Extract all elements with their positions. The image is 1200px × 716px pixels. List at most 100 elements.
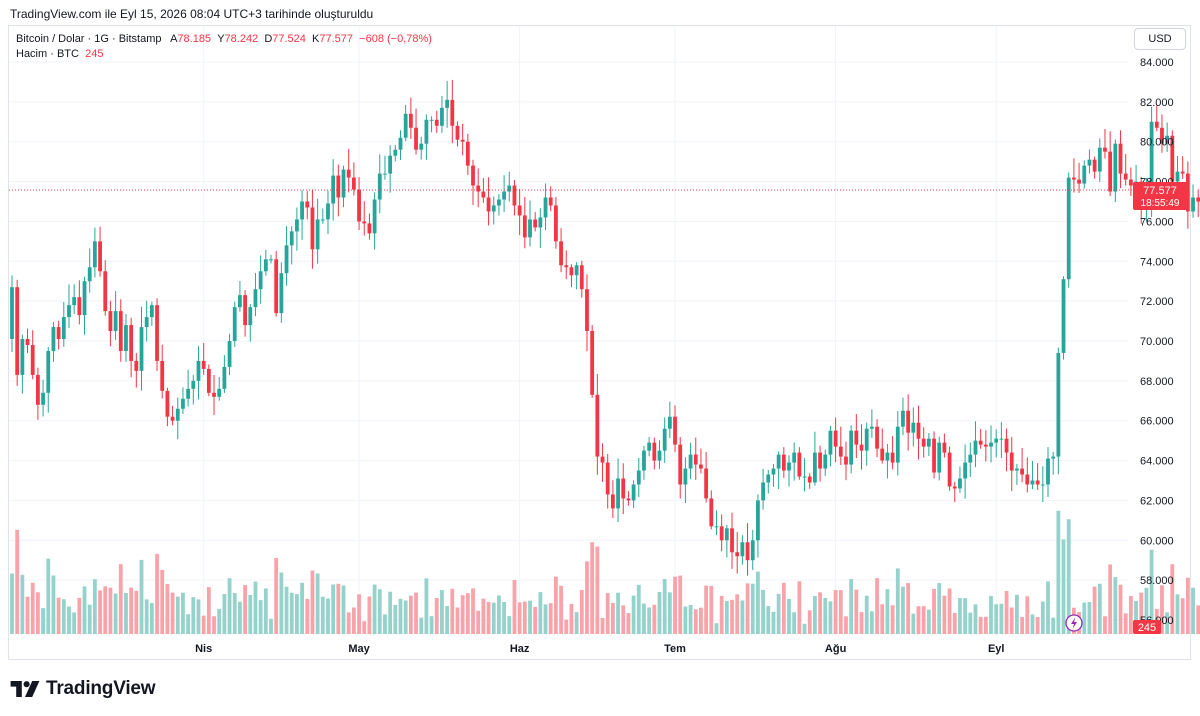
- candle-body: [642, 450, 646, 471]
- candle-body: [652, 442, 657, 461]
- candle-body: [10, 287, 14, 340]
- candle-body: [300, 201, 304, 220]
- candle-body: [139, 327, 144, 371]
- volume-bar: [98, 590, 102, 634]
- volume-bar: [160, 569, 165, 634]
- candle-body: [263, 259, 268, 272]
- volume-bar: [895, 568, 900, 634]
- candle-body: [67, 305, 71, 318]
- y-tick-label: 82.000: [1140, 97, 1174, 109]
- volume-bar: [574, 612, 579, 634]
- volume-bar: [20, 574, 25, 634]
- candle-body: [1040, 484, 1045, 486]
- candle-body: [1092, 159, 1097, 172]
- volume-bar: [942, 595, 947, 634]
- volume-bar: [103, 586, 108, 634]
- volume-bar: [554, 576, 558, 634]
- candle-body: [175, 408, 180, 421]
- candle-body: [46, 350, 51, 393]
- price-tag-countdown: 18:55:49: [1141, 198, 1180, 209]
- candle-body: [885, 452, 890, 461]
- candle-body: [932, 438, 936, 473]
- candle-body: [1191, 197, 1195, 212]
- candle-body: [108, 311, 113, 332]
- volume-bar: [652, 604, 657, 634]
- volume-bar: [978, 616, 983, 634]
- candle-body: [564, 265, 569, 268]
- candle-body: [465, 141, 470, 166]
- candle-body: [626, 498, 631, 501]
- symbol-label[interactable]: Bitcoin / Dolar · 1G · Bitstamp: [16, 33, 162, 45]
- volume-bar: [460, 595, 465, 634]
- high-value: 78.242: [224, 33, 259, 45]
- candle-body: [859, 444, 864, 451]
- volume-bar: [77, 597, 82, 634]
- high-label: Y: [217, 33, 225, 45]
- candle-body: [1077, 179, 1081, 184]
- candle-body: [740, 542, 745, 557]
- volume-bar: [605, 593, 610, 634]
- volume-bar: [227, 578, 232, 634]
- candle-body: [217, 388, 222, 397]
- candle-body: [170, 416, 175, 421]
- volume-bar: [1092, 586, 1097, 634]
- candle-body: [279, 273, 284, 314]
- candle-body: [1175, 171, 1180, 182]
- candle-body: [631, 484, 636, 501]
- volume-bar: [56, 597, 61, 634]
- candle-body: [756, 500, 760, 541]
- volume-bar: [517, 602, 522, 634]
- low-value: 77.524: [272, 33, 306, 45]
- volume-bar: [813, 596, 817, 634]
- candle-body: [56, 327, 61, 340]
- candle-body: [72, 297, 77, 306]
- volume-bar: [113, 593, 118, 634]
- volume-bar: [1144, 587, 1149, 634]
- volume-bar: [367, 596, 372, 634]
- volume-bar: [802, 623, 807, 634]
- candle-body: [1020, 468, 1024, 475]
- candle-body: [1025, 474, 1030, 485]
- candle-body: [408, 113, 413, 128]
- candle-body: [657, 450, 662, 461]
- candle-body: [771, 468, 776, 475]
- candle-body: [797, 452, 802, 477]
- volume-bar: [41, 608, 45, 634]
- volume-bar: [388, 591, 393, 634]
- candle-body: [445, 99, 450, 108]
- volume-bar: [1097, 583, 1102, 634]
- volume-bar: [134, 590, 139, 634]
- candle-body: [978, 440, 983, 445]
- candle-body: [1046, 458, 1050, 485]
- volume-bar: [1020, 616, 1024, 634]
- volume-bar: [564, 619, 569, 634]
- candle-body: [574, 265, 579, 276]
- volume-label[interactable]: Hacim · BTC: [16, 48, 79, 60]
- currency-button[interactable]: USD: [1134, 28, 1186, 50]
- candle-body: [98, 241, 102, 272]
- volume-bar: [958, 598, 962, 634]
- candle-body: [336, 175, 341, 198]
- volume-bar: [149, 603, 154, 634]
- volume-bar: [155, 553, 159, 634]
- candle-body: [191, 380, 196, 389]
- candle-body: [212, 392, 216, 397]
- volume-bar: [999, 603, 1004, 634]
- volume-bar: [450, 588, 455, 634]
- candle-body: [600, 456, 605, 463]
- candle-body: [926, 438, 931, 447]
- volume-bar: [326, 598, 330, 634]
- volume-bar: [740, 600, 745, 634]
- candle-body: [585, 289, 589, 332]
- volume-bar: [714, 623, 719, 634]
- volume-bar: [1165, 612, 1170, 634]
- volume-bar: [538, 592, 543, 634]
- tradingview-logo[interactable]: TradingView: [10, 678, 156, 700]
- y-tick-label: 80.000: [1140, 137, 1174, 149]
- volume-bar: [248, 594, 253, 634]
- volume-bar: [693, 609, 698, 634]
- volume-bar: [631, 595, 636, 634]
- open-value: 78.185: [177, 33, 212, 45]
- volume-bar: [414, 592, 418, 634]
